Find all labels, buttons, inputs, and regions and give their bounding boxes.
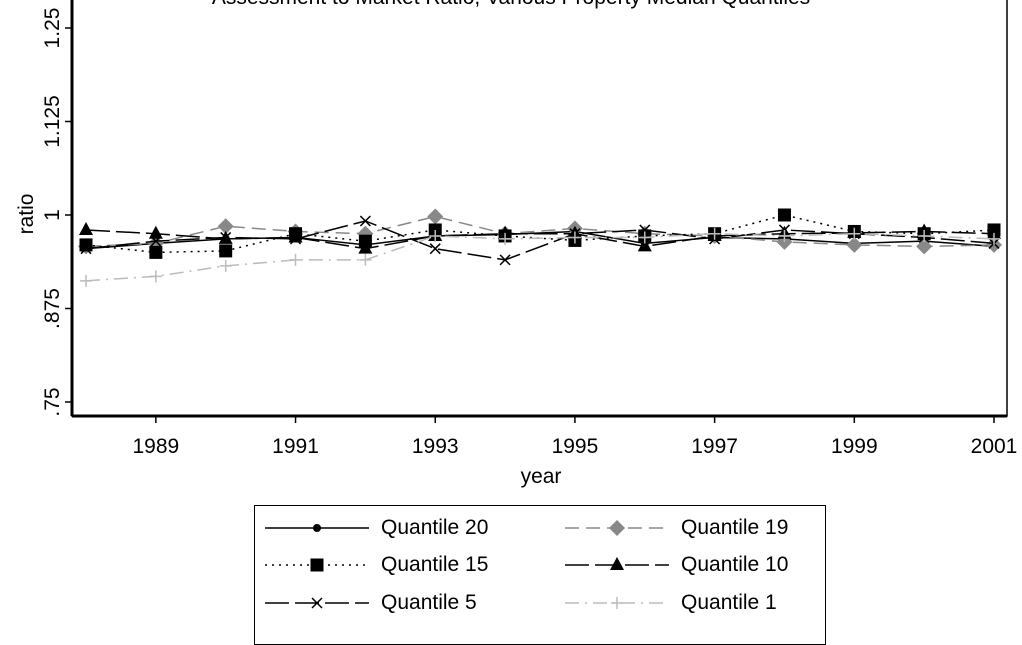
legend-label: Quantile 19 [681, 516, 789, 539]
data-point [429, 229, 442, 242]
data-point [219, 259, 232, 272]
x-axis-label: year [521, 465, 562, 488]
data-point [80, 274, 92, 287]
y-axis: .75 .875 1 1.125 1.25 [41, 8, 72, 417]
legend-marker [310, 558, 324, 572]
series-line [85, 232, 995, 282]
legend-swatch [265, 558, 369, 572]
data-point [359, 253, 372, 266]
data-point [219, 244, 233, 258]
legend-marker [313, 524, 321, 532]
data-point [220, 231, 232, 243]
legend-marker [611, 597, 623, 609]
legend-item: Quantile 19 [563, 512, 788, 544]
series-quantile-1 [80, 227, 1000, 287]
legend-label: Quantile 20 [381, 516, 489, 539]
data-point [150, 235, 162, 247]
legend-label: Quantile 1 [681, 591, 777, 614]
data-point [778, 229, 791, 242]
x-tick-label: 1995 [552, 435, 599, 458]
legend-marker [609, 520, 625, 536]
legend-item: Quantile 15 [263, 549, 488, 581]
series-line [85, 220, 995, 261]
y-tick-label: .75 [41, 387, 64, 416]
legend-marker [610, 557, 624, 570]
x-tick-label: 1989 [132, 435, 179, 458]
series-line [85, 215, 995, 248]
data-point [638, 231, 651, 244]
legend-label: Quantile 5 [381, 591, 477, 614]
data-point [499, 232, 512, 245]
y-axis-label: ratio [15, 194, 38, 235]
legend: Quantile 20 Quantile 19 Quantile 15 Quantil… [254, 505, 826, 645]
legend-label: Quantile 10 [681, 553, 789, 576]
legend-item: Quantile 20 [263, 512, 488, 544]
legend-item: Quantile 5 [263, 587, 477, 619]
data-point [288, 229, 303, 243]
data-point [846, 236, 863, 253]
data-point [149, 270, 162, 283]
legend-item: Quantile 1 [563, 587, 777, 619]
data-point [359, 215, 371, 227]
y-tick-label: 1 [41, 209, 64, 221]
x-tick-label: 1997 [691, 435, 738, 458]
legend-swatch [265, 597, 369, 609]
x-tick-label: 2001 [971, 435, 1018, 458]
x-tick-label: 1993 [412, 435, 459, 458]
data-point [79, 221, 93, 235]
series-quantile-5 [80, 215, 1000, 266]
data-point [777, 208, 791, 222]
data-point [708, 227, 721, 240]
data-point [429, 243, 441, 255]
legend-swatch [565, 557, 669, 570]
legend-swatch [565, 597, 669, 609]
data-point [289, 253, 302, 266]
data-point [290, 233, 302, 245]
data-point [148, 225, 163, 239]
data-point [637, 238, 652, 252]
x-axis: 1989 1991 1993 1995 1997 1999 2001 [132, 416, 1017, 458]
chart-title: Assessment to Market Ratio, Various Prop… [0, 0, 1022, 10]
data-point [987, 225, 1001, 239]
legend-item: Quantile 10 [563, 549, 788, 581]
plot-border [71, 0, 1008, 417]
data-point [149, 245, 163, 259]
legend-label: Quantile 15 [381, 553, 489, 576]
data-point [358, 240, 373, 254]
plot-frame [70, 0, 1008, 418]
y-tick-label: 1.125 [41, 95, 64, 148]
y-tick-label: .875 [41, 288, 64, 329]
data-point [427, 208, 444, 225]
legend-marker [311, 597, 323, 609]
data-point [499, 254, 511, 266]
legend-swatch [265, 524, 369, 532]
data-point [498, 225, 513, 239]
y-tick-label: 1.25 [41, 8, 64, 49]
data-point [848, 227, 861, 240]
series-layer [78, 208, 1002, 287]
data-point [568, 231, 581, 244]
data-point [918, 229, 931, 242]
data-point [988, 232, 1000, 245]
data-point [217, 218, 234, 235]
data-point [639, 224, 651, 236]
legend-swatch [565, 520, 669, 536]
x-tick-label: 1999 [831, 435, 878, 458]
x-tick-label: 1991 [272, 435, 319, 458]
data-point [80, 243, 92, 255]
